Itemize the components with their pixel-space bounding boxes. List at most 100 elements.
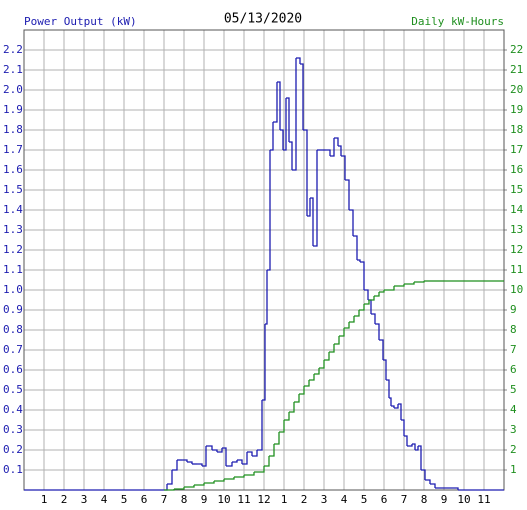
step-segment [349, 316, 355, 323]
step-segment [242, 452, 248, 465]
y-tick-label: 0.1 [3, 463, 23, 476]
step-segment [269, 444, 275, 457]
x-tick-label: 6 [141, 493, 148, 506]
step-segment [265, 270, 268, 325]
x-tick-label: 1 [281, 493, 288, 506]
step-segment [383, 359, 387, 380]
x-tick-label: 2 [301, 493, 308, 506]
step-segment [357, 259, 361, 262]
y2-tick-label: 9 [510, 303, 517, 316]
step-segment [234, 475, 245, 478]
step-segment [197, 463, 203, 466]
step-segment [371, 313, 376, 324]
step-segment [421, 469, 426, 480]
step-segment [174, 487, 185, 490]
x-tick-label: 10 [217, 493, 230, 506]
step-segment [182, 459, 188, 462]
x-tick-label: 9 [201, 493, 208, 506]
step-segment [194, 483, 205, 486]
x-tick-label: 2 [61, 493, 68, 506]
y2-tick-label: 19 [510, 103, 523, 116]
step-segment [244, 472, 255, 476]
x-tick-label: 12 [257, 493, 270, 506]
y2-tick-label: 11 [510, 263, 523, 276]
step-segment [329, 344, 335, 353]
step-segment [300, 63, 304, 130]
chart-title: 05/13/2020 [224, 12, 302, 27]
step-segment [374, 292, 380, 297]
x-tick-label: 8 [181, 493, 188, 506]
step-segment [273, 82, 278, 123]
step-segment [341, 155, 346, 180]
step-segment [257, 400, 263, 451]
step-segment [304, 380, 310, 387]
step-segment [202, 446, 207, 467]
step-segment [292, 58, 297, 171]
step-segment [412, 443, 416, 450]
y-tick-label: 0.3 [3, 423, 23, 436]
step-segment [284, 412, 290, 421]
y-tick-label: 0.2 [3, 443, 23, 456]
step-segment [338, 145, 342, 156]
step-segment [309, 374, 315, 381]
step-segment [254, 466, 265, 473]
step-segment [187, 461, 193, 464]
y2-tick-label: 7 [510, 343, 517, 356]
step-segment [232, 460, 238, 463]
step-segment [339, 328, 345, 337]
y2-tick-label: 1 [510, 463, 517, 476]
step-segment [267, 150, 271, 271]
step-segment [384, 286, 395, 291]
y2-tick-label: 5 [510, 383, 517, 396]
x-tick-label: 5 [121, 493, 128, 506]
x-tick-label: 7 [161, 493, 168, 506]
step-segment [360, 261, 365, 290]
y-tick-label: 0.6 [3, 363, 23, 376]
step-segment [277, 81, 281, 130]
step-segment [206, 445, 213, 450]
y-tick-label: 1.4 [3, 203, 23, 216]
step-segment [294, 394, 300, 403]
left-axis-title: Power Output (kW) [24, 15, 137, 28]
right-axis-title: Daily kW-Hours [411, 15, 504, 28]
step-segment [375, 323, 380, 340]
y-tick-label: 2.1 [3, 63, 23, 76]
y2-tick-label: 8 [510, 323, 517, 336]
step-segment [204, 481, 215, 484]
x-tick-label: 1 [41, 493, 48, 506]
step-segment [379, 339, 384, 360]
step-segment [398, 403, 402, 420]
step-segment [289, 141, 293, 170]
step-segment [299, 386, 305, 395]
y-tick-label: 0.9 [3, 303, 23, 316]
step-segment [349, 209, 354, 236]
step-segment [313, 150, 318, 247]
y-tick-label: 1.7 [3, 143, 23, 156]
plot-frame [23, 29, 505, 491]
y2-tick-label: 10 [510, 283, 523, 296]
step-segment [379, 290, 385, 293]
step-segment [270, 122, 274, 151]
y-tick-label: 2.0 [3, 83, 23, 96]
y-tick-label: 2.2 [3, 43, 23, 56]
y-tick-label: 1.9 [3, 103, 23, 116]
y2-tick-label: 13 [510, 223, 523, 236]
y2-tick-label: 18 [510, 123, 523, 136]
step-segment [359, 304, 365, 311]
step-segment [394, 404, 399, 409]
y2-tick-label: 3 [510, 423, 517, 436]
step-segment [425, 479, 431, 484]
step-segment [280, 129, 284, 150]
y2-tick-label: 12 [510, 243, 523, 256]
step-segment [418, 445, 422, 470]
step-segment [224, 477, 235, 480]
step-segment [389, 397, 392, 406]
step-segment [214, 479, 225, 482]
x-tick-label: 6 [381, 493, 388, 506]
step-segment [435, 487, 459, 490]
y-tick-label: 1.1 [3, 263, 23, 276]
x-tick-label: 7 [401, 493, 408, 506]
step-segment [386, 379, 390, 398]
step-segment [212, 449, 218, 452]
